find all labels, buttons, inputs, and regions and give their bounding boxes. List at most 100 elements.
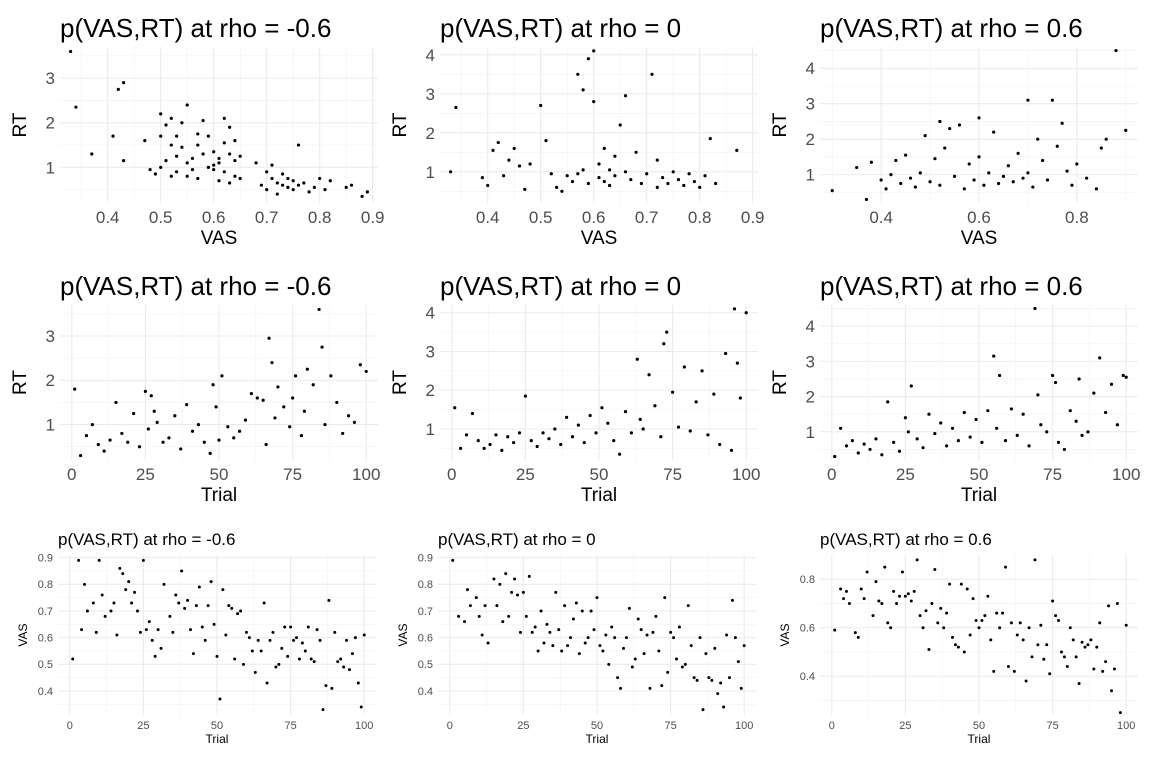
x-tick-label: 0.7	[255, 208, 279, 227]
data-point	[281, 183, 285, 187]
data-point	[548, 630, 552, 634]
data-point	[309, 657, 313, 661]
data-point	[898, 594, 901, 598]
data-point	[956, 645, 960, 649]
data-point	[1065, 665, 1069, 669]
data-point	[339, 657, 343, 661]
data-point	[329, 374, 333, 378]
data-point	[703, 174, 707, 178]
data-point	[619, 686, 623, 690]
data-point	[968, 633, 972, 637]
data-point	[249, 391, 253, 396]
data-point	[927, 412, 931, 416]
data-point	[583, 641, 587, 645]
x-tick-label: 0.8	[688, 208, 712, 227]
data-point	[722, 705, 726, 709]
data-point	[586, 57, 591, 61]
data-point	[1083, 645, 1087, 649]
data-point	[938, 183, 942, 187]
data-point	[155, 420, 159, 424]
y-tick-label: 4	[426, 304, 435, 323]
data-point	[102, 449, 106, 453]
y-axis-label: VAS	[16, 623, 30, 646]
data-point	[1036, 643, 1040, 647]
data-point	[103, 614, 107, 618]
data-point	[196, 143, 200, 147]
y-tick-label: 2	[806, 130, 815, 149]
y-tick-label: 1	[46, 416, 55, 435]
data-point	[1077, 681, 1081, 685]
data-point	[148, 167, 152, 172]
data-point	[612, 439, 616, 443]
x-tick-label: 0.9	[361, 208, 385, 227]
data-point	[217, 179, 221, 183]
data-point	[217, 438, 221, 442]
data-point	[186, 598, 190, 602]
x-tick-label: 75	[664, 720, 676, 732]
data-point	[1055, 144, 1059, 148]
data-point	[909, 384, 913, 388]
chart-title: p(VAS,RT) at rho = 0	[440, 271, 681, 301]
data-point	[212, 167, 216, 172]
data-point	[1101, 669, 1105, 673]
data-point	[930, 601, 934, 605]
data-point	[676, 425, 681, 429]
data-point	[159, 112, 163, 116]
data-point	[365, 190, 369, 194]
data-point	[903, 416, 907, 420]
data-point	[124, 588, 128, 592]
data-point	[276, 385, 280, 389]
x-tick-label: 0	[447, 720, 453, 732]
x-tick-label: 25	[517, 720, 529, 732]
data-point	[728, 676, 731, 680]
x-axis-label: Trial	[961, 485, 997, 506]
data-point	[571, 617, 575, 621]
data-point	[982, 183, 986, 187]
data-point	[850, 439, 854, 443]
data-point	[886, 621, 890, 625]
scatter-panel-5: p(VAS,RT) at rho = 0 0 25 50 75 100 1 2 3 4 Trial R…	[390, 271, 760, 506]
x-tick-label: 0.8	[308, 208, 332, 227]
data-point	[1026, 98, 1030, 102]
data-point	[454, 105, 458, 110]
data-point	[296, 143, 301, 147]
data-point	[623, 94, 628, 98]
x-tick-label: 100	[355, 720, 373, 732]
data-point	[700, 369, 704, 373]
data-point	[833, 628, 837, 632]
data-point	[918, 171, 922, 175]
data-point	[701, 708, 705, 712]
data-point	[228, 125, 232, 129]
data-point	[576, 423, 580, 427]
data-point	[627, 606, 631, 610]
data-point	[623, 170, 628, 174]
data-point	[536, 649, 540, 653]
chart-title: p(VAS,RT) at rho = 0.6	[820, 271, 1083, 301]
data-point	[672, 636, 676, 640]
data-point	[692, 676, 696, 680]
data-point	[962, 410, 966, 415]
data-point	[1062, 447, 1066, 452]
data-point	[1009, 621, 1013, 625]
data-point	[921, 626, 925, 630]
data-point	[1036, 393, 1040, 397]
data-point	[549, 172, 553, 176]
chart-title: p(VAS,RT) at rho = 0.6	[820, 13, 1083, 43]
data-point	[196, 132, 200, 136]
data-point	[1027, 444, 1031, 448]
data-point	[277, 662, 281, 666]
y-tick-label: 0.8	[38, 579, 53, 591]
data-point	[274, 665, 278, 669]
data-point	[256, 638, 260, 642]
data-point	[864, 197, 869, 202]
x-tick-label: 0.5	[149, 208, 173, 227]
data-point	[576, 172, 580, 176]
data-point	[492, 577, 496, 581]
y-tick-label: 3	[426, 342, 435, 361]
data-point	[671, 170, 675, 174]
data-point	[557, 628, 561, 632]
data-point	[680, 665, 684, 669]
data-point	[233, 139, 237, 143]
x-axis-label: Trial	[968, 732, 991, 746]
data-point	[650, 72, 654, 76]
